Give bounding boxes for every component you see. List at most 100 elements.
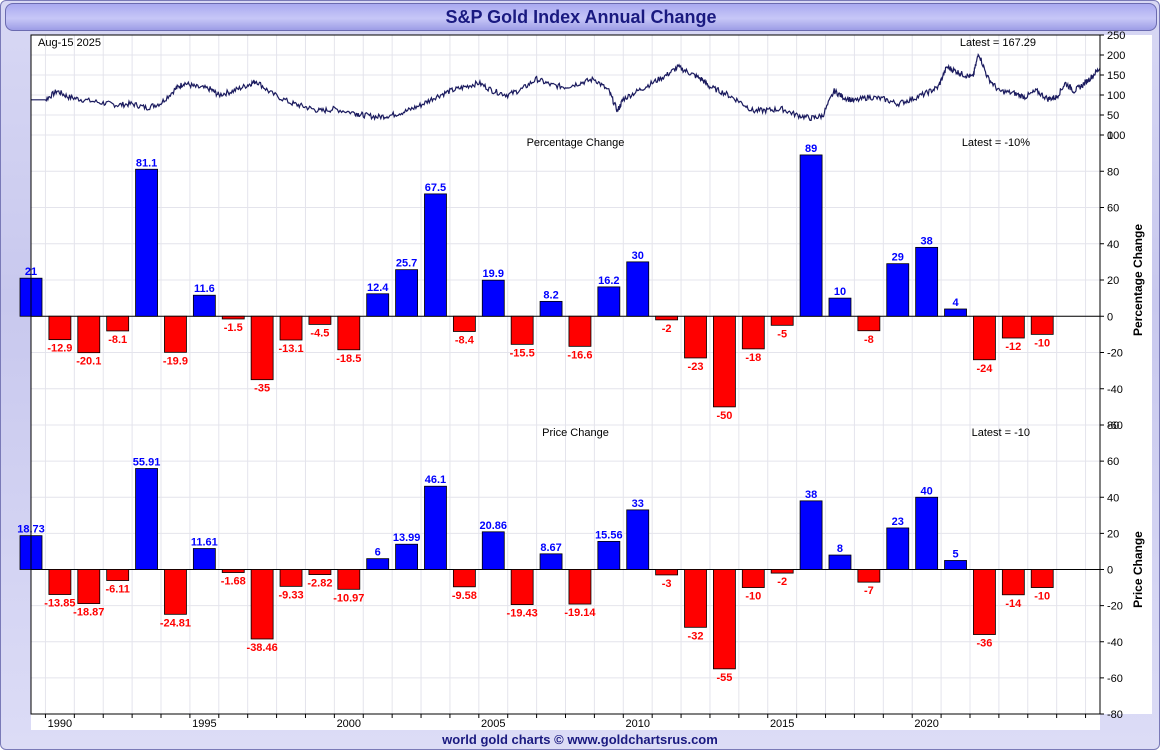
x-tick-label: 1995 xyxy=(192,718,216,730)
bar-1993 xyxy=(135,468,158,570)
bar-1990 xyxy=(48,569,72,595)
data-label-2012: -32 xyxy=(688,630,704,642)
bar-2006 xyxy=(510,315,534,345)
bar-2016 xyxy=(799,500,823,570)
bar-2011 xyxy=(655,569,679,576)
bar-2009 xyxy=(597,286,621,317)
bar-2008 xyxy=(568,315,592,347)
date-label: Aug-15 2025 xyxy=(38,37,101,49)
data-label-1996: -1.5 xyxy=(224,322,243,334)
bar-2001 xyxy=(366,558,390,570)
bar-2010 xyxy=(626,509,650,570)
data-label-2003: 46.1 xyxy=(425,474,446,486)
data-label-2023: -12 xyxy=(1005,341,1021,353)
y-axis-title-2: Percentage Change xyxy=(1131,224,1145,336)
x-tick-label: 2000 xyxy=(337,718,361,730)
bar-1993 xyxy=(135,168,158,317)
data-label-2011: -2 xyxy=(662,323,672,335)
x-tick-label: 2020 xyxy=(914,718,938,730)
data-label-2005: 19.9 xyxy=(483,268,504,280)
bar-2001 xyxy=(366,293,390,317)
bar-2015 xyxy=(770,315,794,326)
y-tick-label: 20 xyxy=(1107,528,1119,540)
x-tick-label: 2010 xyxy=(625,718,649,730)
data-label-2019: 23 xyxy=(892,516,904,528)
y-tick-label: 0 xyxy=(1107,311,1113,323)
data-label-2017: 8 xyxy=(837,543,843,555)
y-tick-label: -20 xyxy=(1107,601,1123,613)
bar-2018 xyxy=(857,569,881,583)
bar-2022 xyxy=(973,569,996,635)
data-label-1992: -8.1 xyxy=(108,334,127,346)
bar-2005 xyxy=(481,531,505,570)
price-line xyxy=(31,53,1101,121)
data-label-1996: -1.68 xyxy=(221,576,246,588)
y-axis-title-3: Price Change xyxy=(1131,531,1145,608)
y-tick-label: 80 xyxy=(1107,166,1119,178)
data-label-2018: -7 xyxy=(864,585,874,597)
data-label-2004: -8.4 xyxy=(455,334,475,346)
data-label-2013: -55 xyxy=(716,672,732,684)
data-label-2014: -18 xyxy=(745,352,761,364)
panel-subtitle-3: Price Change xyxy=(542,427,609,439)
panel-subtitle-2: Percentage Change xyxy=(527,137,625,149)
bar-2024 xyxy=(1030,569,1054,588)
data-label-1990: -12.9 xyxy=(47,343,72,355)
bar-1999 xyxy=(308,569,332,575)
latest-label-2: Latest = -10% xyxy=(962,137,1030,149)
data-label-1993: 55.91 xyxy=(133,457,161,469)
bar-2023 xyxy=(1001,569,1025,596)
y-tick-label: 40 xyxy=(1107,239,1119,251)
bar-2022 xyxy=(973,315,996,361)
data-label-2024: -10 xyxy=(1034,337,1050,349)
data-label-1990: -13.85 xyxy=(44,598,75,610)
data-label-2014: -10 xyxy=(745,591,761,603)
y-tick-label-top: 50 xyxy=(1107,110,1119,122)
bar-2007 xyxy=(539,300,563,317)
y-tick-label: 60 xyxy=(1107,456,1119,468)
y-tick-label: 20 xyxy=(1107,275,1119,287)
y-tick-label: -60 xyxy=(1107,420,1123,432)
data-label-2022: -36 xyxy=(976,638,992,650)
bar-1998 xyxy=(279,569,303,587)
axis-strip xyxy=(1100,35,1152,714)
data-label-2006: -15.5 xyxy=(510,347,535,359)
data-label-1998: -13.1 xyxy=(278,343,303,355)
data-label-2020: 40 xyxy=(921,485,933,497)
bar-1991 xyxy=(77,569,101,604)
bar-2019 xyxy=(886,263,910,317)
x-axis-strip xyxy=(31,714,1100,730)
bar-2016 xyxy=(799,154,823,317)
y-tick-label-top: 200 xyxy=(1107,50,1125,62)
chart-title: S&P Gold Index Annual Change xyxy=(5,3,1157,31)
data-label-2015: -2 xyxy=(777,576,787,588)
bar-2020 xyxy=(915,246,939,317)
data-label-1999: -2.82 xyxy=(307,578,332,590)
bar-2007 xyxy=(539,553,563,570)
x-tick-label: 1990 xyxy=(48,718,72,730)
data-label-2000: -10.97 xyxy=(333,592,364,604)
data-label-1993: 81.1 xyxy=(136,157,157,169)
data-label-2010: 33 xyxy=(632,498,644,510)
data-label-2007: 8.67 xyxy=(540,542,561,554)
bar-1991 xyxy=(77,315,101,354)
data-label-2008: -16.6 xyxy=(567,349,592,361)
data-label-2011: -3 xyxy=(662,578,672,590)
y-tick-label: -40 xyxy=(1107,637,1123,649)
data-label-2021: 4 xyxy=(952,297,959,309)
bar-2005 xyxy=(481,279,505,317)
y-tick-label: -60 xyxy=(1107,673,1123,685)
data-label-2021: 5 xyxy=(952,548,958,560)
x-tick-label: 2005 xyxy=(481,718,505,730)
data-label-2016: 38 xyxy=(805,489,817,501)
bar-2018 xyxy=(857,315,881,332)
data-label-2024: -10 xyxy=(1034,591,1050,603)
y-tick-label-top: 0 xyxy=(1107,130,1113,142)
data-label-2003: 67.5 xyxy=(425,182,446,194)
data-label-2013: -50 xyxy=(716,410,732,422)
data-label-2010: 30 xyxy=(632,250,644,262)
bar-2023 xyxy=(1001,315,1025,339)
bar-1995 xyxy=(192,294,216,317)
data-label-1994: -24.81 xyxy=(160,617,191,629)
y-tick-label: 40 xyxy=(1107,492,1119,504)
